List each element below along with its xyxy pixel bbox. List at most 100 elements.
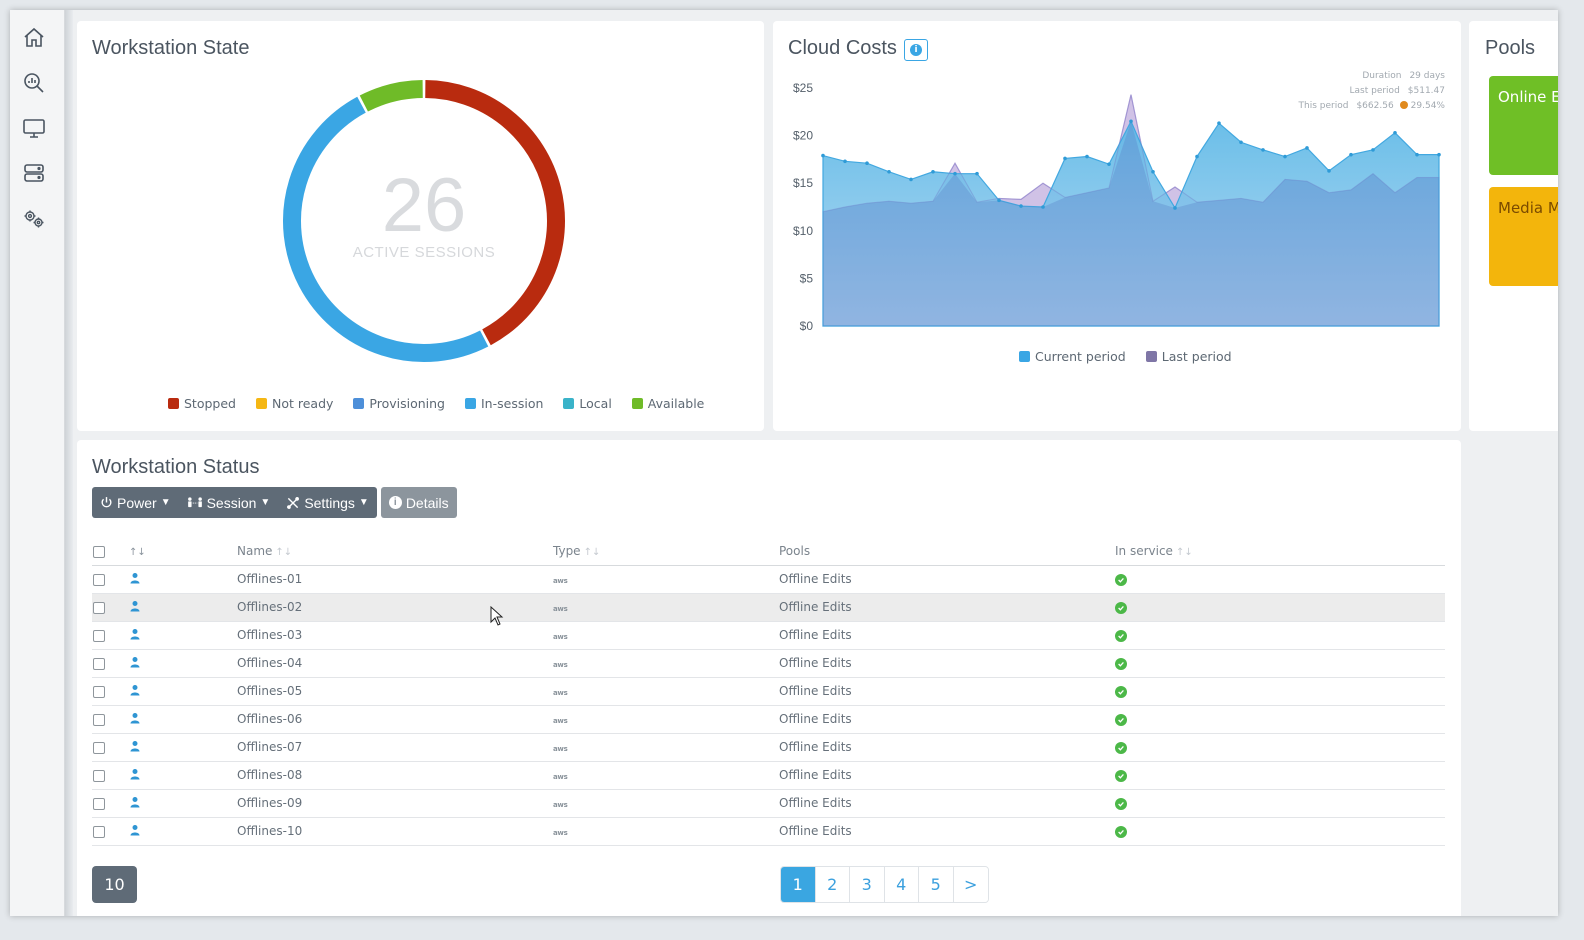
data-point[interactable]: [1217, 121, 1221, 126]
data-point[interactable]: [1305, 146, 1309, 150]
cloud-costs-legend-item[interactable]: Last period: [1145, 349, 1232, 364]
page-button-4[interactable]: 4: [884, 867, 919, 902]
table-row[interactable]: Offlines-10 aws Offline Edits: [92, 817, 1445, 846]
name-cell[interactable]: Offlines-03: [237, 621, 553, 650]
data-point[interactable]: [1239, 140, 1243, 145]
workstation-state-legend-item[interactable]: Stopped: [168, 396, 236, 411]
data-point[interactable]: [1349, 152, 1353, 157]
pool-cell[interactable]: Offline Edits: [779, 621, 1115, 650]
table-row[interactable]: Offlines-01 aws Offline Edits: [92, 565, 1445, 594]
row-checkbox[interactable]: [93, 573, 105, 586]
cloud-costs-legend-item[interactable]: Current period: [1019, 349, 1126, 364]
table-row[interactable]: Offlines-04 aws Offline Edits: [92, 649, 1445, 678]
row-checkbox[interactable]: [93, 657, 105, 670]
data-point[interactable]: [887, 169, 891, 174]
workstation-state-legend-item[interactable]: Provisioning: [353, 396, 445, 411]
in-service-column-header[interactable]: In service ↑↓: [1115, 538, 1445, 566]
row-checkbox[interactable]: [93, 713, 105, 726]
data-point[interactable]: [1437, 152, 1441, 157]
name-cell[interactable]: Offlines-10: [237, 817, 553, 846]
row-checkbox[interactable]: [93, 629, 105, 642]
pool-cell[interactable]: Offline Edits: [779, 705, 1115, 734]
pool-cell[interactable]: Offline Edits: [779, 677, 1115, 706]
data-point[interactable]: [997, 198, 1001, 203]
row-checkbox[interactable]: [93, 769, 105, 782]
workstation-state-legend-item[interactable]: In-session: [465, 396, 543, 411]
data-point[interactable]: [1393, 130, 1397, 135]
data-point[interactable]: [1195, 154, 1199, 159]
select-all-checkbox[interactable]: [93, 545, 105, 558]
name-column-header[interactable]: Name ↑↓: [237, 538, 553, 566]
name-cell[interactable]: Offlines-09: [237, 789, 553, 818]
pool-cell[interactable]: Offline Edits: [779, 761, 1115, 790]
page-size-button[interactable]: 10: [92, 866, 137, 903]
pool-cell[interactable]: Offline Edits: [779, 649, 1115, 678]
row-checkbox[interactable]: [93, 601, 105, 614]
data-point[interactable]: [1261, 148, 1265, 152]
data-point[interactable]: [1415, 152, 1419, 157]
workstation-state-legend-item[interactable]: Available: [631, 396, 704, 411]
table-row[interactable]: Offlines-09 aws Offline Edits: [92, 789, 1445, 818]
monitor-icon[interactable]: [22, 116, 46, 140]
name-cell[interactable]: Offlines-01: [237, 565, 553, 594]
pool-cell[interactable]: Offline Edits: [779, 565, 1115, 594]
name-cell[interactable]: Offlines-05: [237, 677, 553, 706]
name-cell[interactable]: Offlines-08: [237, 761, 553, 790]
data-point[interactable]: [1041, 205, 1045, 209]
page-button-5[interactable]: 5: [919, 867, 954, 902]
pool-cell[interactable]: Offline Edits: [779, 789, 1115, 818]
next-page-button[interactable]: >: [953, 867, 988, 902]
data-point[interactable]: [1085, 154, 1089, 159]
table-row[interactable]: Offlines-07 aws Offline Edits: [92, 733, 1445, 762]
table-row[interactable]: Offlines-03 aws Offline Edits: [92, 621, 1445, 650]
type-column-header[interactable]: Type ↑↓: [553, 538, 779, 566]
data-point[interactable]: [1107, 162, 1111, 166]
row-checkbox[interactable]: [93, 797, 105, 810]
table-row[interactable]: Offlines-02 aws Offline Edits: [92, 593, 1445, 622]
table-row[interactable]: Offlines-06 aws Offline Edits: [92, 705, 1445, 734]
row-checkbox[interactable]: [93, 685, 105, 698]
data-point[interactable]: [1151, 169, 1155, 174]
pool-cell[interactable]: Offline Edits: [779, 817, 1115, 846]
page-button-2[interactable]: 2: [815, 867, 850, 902]
server-icon[interactable]: [22, 161, 46, 185]
data-point[interactable]: [1327, 169, 1331, 173]
name-cell[interactable]: Offlines-07: [237, 733, 553, 762]
data-point[interactable]: [1129, 119, 1133, 124]
icon-column-header[interactable]: ↑↓: [129, 538, 237, 566]
home-icon[interactable]: [22, 26, 46, 50]
page-button-3[interactable]: 3: [850, 867, 885, 902]
data-point[interactable]: [975, 171, 979, 176]
session-button[interactable]: Session ▼: [179, 487, 279, 518]
workstation-state-legend-item[interactable]: Not ready: [255, 396, 333, 411]
data-point[interactable]: [1063, 156, 1067, 161]
data-point[interactable]: [1173, 206, 1177, 210]
pool-tile-online[interactable]: Online E: [1489, 76, 1558, 175]
data-point[interactable]: [953, 171, 957, 176]
donut-segment-available[interactable]: [359, 80, 424, 112]
name-cell[interactable]: Offlines-04: [237, 649, 553, 678]
pool-cell[interactable]: Offline Edits: [779, 733, 1115, 762]
donut-segment-stopped[interactable]: [425, 80, 565, 346]
data-point[interactable]: [1371, 148, 1375, 152]
name-cell[interactable]: Offlines-02: [237, 593, 553, 622]
row-checkbox[interactable]: [93, 741, 105, 754]
data-point[interactable]: [1019, 204, 1023, 208]
workstation-state-legend-item[interactable]: Local: [563, 396, 612, 411]
row-checkbox[interactable]: [93, 825, 105, 838]
name-cell[interactable]: Offlines-06: [237, 705, 553, 734]
page-button-1[interactable]: 1: [781, 867, 816, 902]
analytics-icon[interactable]: [22, 71, 46, 95]
data-point[interactable]: [843, 159, 847, 164]
table-row[interactable]: Offlines-05 aws Offline Edits: [92, 677, 1445, 706]
data-point[interactable]: [821, 153, 825, 158]
power-button[interactable]: Power ▼: [92, 487, 179, 518]
data-point[interactable]: [1283, 154, 1287, 159]
pool-cell[interactable]: Offline Edits: [779, 593, 1115, 622]
data-point[interactable]: [909, 177, 913, 182]
details-button[interactable]: i Details: [380, 487, 457, 518]
settings-button[interactable]: Settings ▼: [278, 487, 377, 518]
data-point[interactable]: [865, 161, 869, 166]
donut-segment-in-session[interactable]: [282, 96, 489, 362]
area-series-current-period[interactable]: [822, 119, 1440, 327]
